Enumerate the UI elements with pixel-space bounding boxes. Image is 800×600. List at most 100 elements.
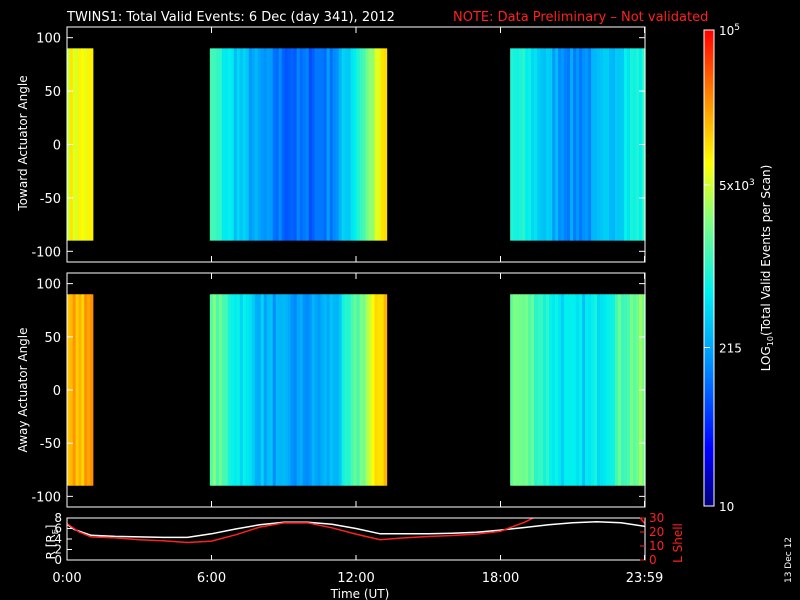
heat-column [353, 48, 358, 241]
heat-column [284, 48, 289, 241]
heat-column [597, 294, 601, 486]
y-tick-label: 0 [53, 139, 61, 154]
colorbar-tick-label: 215 [719, 341, 742, 355]
heat-column [561, 294, 565, 486]
heat-column [633, 294, 637, 486]
heat-column [311, 294, 316, 486]
heat-column [305, 294, 310, 486]
heat-column [537, 294, 541, 486]
chart-title: TWINS1: Total Valid Events: 6 Dec (day 3… [66, 10, 395, 25]
heat-column [513, 48, 517, 241]
heat-column [519, 48, 523, 241]
heat-column [296, 294, 301, 486]
heat-column [269, 294, 274, 486]
heat-column [323, 294, 328, 486]
heat-column [627, 48, 631, 241]
heat-column [287, 48, 292, 241]
x-tick-label: 23:59 [626, 571, 663, 586]
heat-column [89, 48, 94, 241]
colorbar-tick-label: 5x103 [719, 178, 755, 193]
heat-column [338, 294, 343, 486]
x-tick-label: 18:00 [482, 571, 519, 586]
heat-column [263, 48, 268, 241]
heat-column [609, 48, 613, 241]
heat-column [612, 48, 616, 241]
heat-column [534, 294, 538, 486]
heat-column [72, 48, 77, 241]
heat-column [317, 48, 322, 241]
heat-column [612, 294, 616, 486]
heat-column [528, 48, 532, 241]
heat-column [263, 294, 268, 486]
heat-column [248, 48, 253, 241]
heat-column [609, 294, 613, 486]
heat-column [594, 48, 598, 241]
heat-column [215, 294, 220, 486]
heat-column [314, 48, 319, 241]
heat-column [251, 294, 256, 486]
y-tick-label: -100 [31, 245, 61, 260]
heat-column [597, 48, 601, 241]
heat-column [89, 294, 94, 486]
heat-column [299, 294, 304, 486]
heat-column [525, 48, 529, 241]
heat-column [383, 48, 388, 241]
heat-column [603, 294, 607, 486]
heat-column [245, 48, 250, 241]
heat-column [227, 48, 232, 241]
heat-column [603, 48, 607, 241]
heat-column [233, 48, 238, 241]
heat-column [251, 48, 256, 241]
heat-column [624, 294, 628, 486]
heat-column [293, 48, 298, 241]
heat-column [314, 294, 319, 486]
heat-column [78, 294, 82, 486]
heat-column [257, 48, 262, 241]
heat-column [320, 294, 325, 486]
lshell-line [67, 518, 645, 544]
heat-column [75, 294, 80, 486]
heat-column [636, 294, 640, 486]
heat-column [591, 48, 595, 241]
toward-panel: 100 50 0 -50 -100 [31, 26, 646, 263]
heat-column [81, 48, 85, 241]
heat-column [212, 294, 217, 486]
heat-column [356, 48, 361, 241]
y-tick-label: 100 [36, 32, 61, 47]
heat-column [347, 294, 352, 486]
heat-column [374, 294, 379, 486]
heat-column [209, 48, 214, 241]
heat-column [618, 294, 622, 486]
heat-column [371, 48, 376, 241]
heat-column [552, 48, 556, 241]
heat-column [380, 48, 385, 241]
heat-column [278, 294, 283, 486]
heat-column [573, 294, 577, 486]
heat-column [383, 294, 388, 486]
heat-column [582, 294, 586, 486]
heat-column [510, 48, 514, 241]
heat-column [546, 48, 550, 241]
heat-column [630, 48, 634, 241]
y-tick-label: -100 [31, 490, 61, 505]
heat-column [281, 294, 286, 486]
heat-column [254, 294, 259, 486]
time-xlabel: Time (UT) [330, 587, 390, 600]
heat-column [266, 294, 271, 486]
colorbar-tick-label: 10 [719, 500, 734, 514]
r-line [67, 520, 645, 539]
heat-column [248, 294, 253, 486]
heat-column [218, 294, 223, 486]
heat-column [576, 48, 580, 241]
heat-column [266, 48, 271, 241]
heat-column [567, 294, 571, 486]
heat-column [368, 294, 373, 486]
heat-column [377, 294, 382, 486]
heat-column [260, 48, 265, 241]
colorbar-ticks: 105 5x103 215 10 [704, 23, 755, 514]
heat-column [326, 48, 331, 241]
heat-column [78, 48, 82, 241]
lshell-tick-label: 20 [649, 525, 664, 539]
